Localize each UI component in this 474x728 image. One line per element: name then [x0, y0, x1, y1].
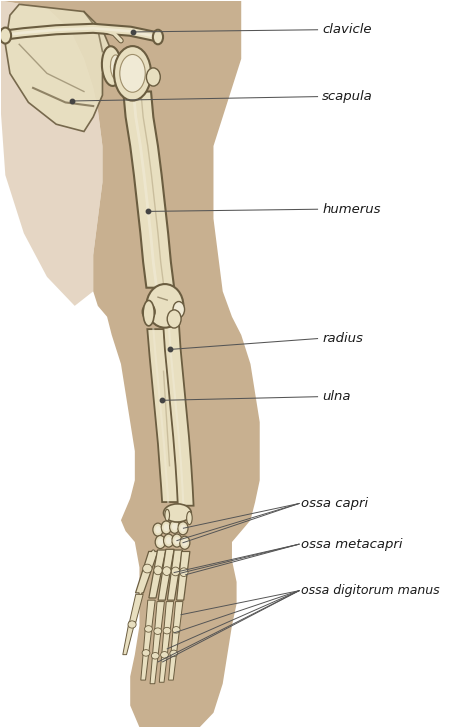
Polygon shape — [171, 630, 180, 654]
Ellipse shape — [142, 649, 150, 656]
Ellipse shape — [143, 301, 154, 326]
Polygon shape — [163, 322, 193, 506]
Ellipse shape — [155, 526, 161, 534]
Ellipse shape — [172, 567, 180, 576]
Polygon shape — [147, 329, 179, 502]
Ellipse shape — [102, 47, 121, 86]
Ellipse shape — [128, 621, 136, 628]
Ellipse shape — [170, 521, 180, 534]
Ellipse shape — [151, 652, 159, 659]
Text: ulna: ulna — [322, 390, 351, 403]
Ellipse shape — [180, 537, 190, 550]
Polygon shape — [0, 1, 260, 727]
Ellipse shape — [153, 523, 163, 537]
Ellipse shape — [157, 539, 163, 546]
Ellipse shape — [170, 650, 178, 657]
Text: ossa capri: ossa capri — [301, 497, 368, 510]
Ellipse shape — [182, 539, 188, 547]
Polygon shape — [5, 4, 112, 132]
Ellipse shape — [145, 625, 152, 632]
Polygon shape — [167, 550, 182, 600]
Polygon shape — [162, 630, 170, 654]
Ellipse shape — [114, 46, 151, 100]
Ellipse shape — [178, 522, 188, 535]
Polygon shape — [155, 601, 164, 631]
Ellipse shape — [172, 523, 177, 531]
Ellipse shape — [166, 537, 172, 545]
Ellipse shape — [173, 627, 180, 633]
Polygon shape — [177, 552, 190, 600]
Text: clavicle: clavicle — [322, 23, 372, 36]
Ellipse shape — [164, 534, 173, 547]
Ellipse shape — [187, 512, 192, 525]
Polygon shape — [136, 552, 158, 593]
Ellipse shape — [164, 504, 191, 522]
Ellipse shape — [142, 304, 155, 320]
Ellipse shape — [164, 524, 169, 531]
Polygon shape — [159, 654, 167, 682]
Polygon shape — [0, 1, 102, 306]
Ellipse shape — [180, 525, 186, 532]
Text: ossa metacapri: ossa metacapri — [301, 538, 403, 550]
Ellipse shape — [161, 521, 172, 534]
Ellipse shape — [0, 28, 11, 44]
Ellipse shape — [180, 568, 188, 577]
Ellipse shape — [163, 566, 171, 575]
Polygon shape — [169, 654, 176, 680]
Polygon shape — [164, 601, 173, 630]
Polygon shape — [149, 550, 166, 598]
Ellipse shape — [161, 652, 168, 658]
Ellipse shape — [163, 628, 171, 634]
Ellipse shape — [120, 55, 145, 92]
Ellipse shape — [146, 68, 160, 86]
Ellipse shape — [154, 628, 162, 634]
Text: scapula: scapula — [322, 90, 373, 103]
Ellipse shape — [153, 30, 163, 44]
Polygon shape — [146, 600, 155, 629]
Polygon shape — [141, 653, 149, 680]
Polygon shape — [173, 601, 183, 630]
Text: ossa digitorum manus: ossa digitorum manus — [301, 584, 440, 597]
Polygon shape — [150, 656, 158, 684]
Text: humerus: humerus — [322, 202, 381, 215]
Ellipse shape — [167, 310, 181, 328]
Polygon shape — [123, 622, 135, 654]
Ellipse shape — [165, 510, 170, 521]
Ellipse shape — [155, 536, 165, 549]
Polygon shape — [129, 594, 143, 625]
Polygon shape — [123, 92, 174, 288]
Ellipse shape — [143, 564, 152, 573]
Polygon shape — [158, 550, 174, 600]
Ellipse shape — [146, 284, 183, 328]
Ellipse shape — [110, 55, 122, 80]
Polygon shape — [153, 631, 161, 656]
Ellipse shape — [174, 537, 180, 545]
Ellipse shape — [173, 301, 184, 317]
Ellipse shape — [154, 566, 162, 574]
Ellipse shape — [172, 534, 182, 547]
Text: radius: radius — [322, 332, 363, 345]
Polygon shape — [143, 629, 152, 653]
